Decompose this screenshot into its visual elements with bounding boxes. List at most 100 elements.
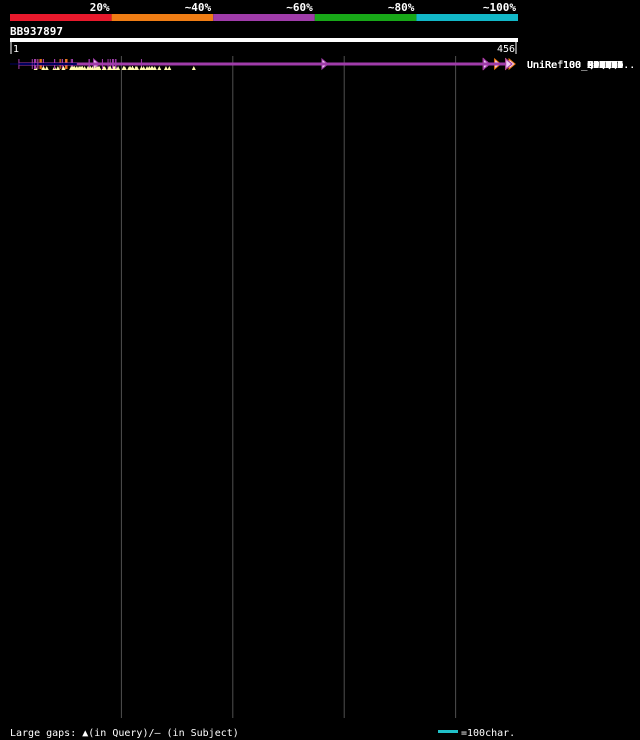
identity-legend: 20% ~40% ~60% ~80% ~100% [10,1,518,21]
hit-label[interactable]: UniRef100_P13983 [527,60,623,71]
hit-label[interactable]: UniRef100_C7LAD3 [527,60,623,71]
query-gap-marker [152,66,157,70]
legend-label: ~100% [483,1,516,14]
query-gap-marker [141,66,146,70]
hit-label[interactable]: UniRef100_C8YQU7 [527,60,623,71]
query-gap-marker [167,66,172,70]
hit-label[interactable]: UniRef100_A3KD22 [527,60,623,71]
legend-label: ~80% [388,1,415,14]
query-gap-marker [163,66,168,70]
hit-label[interactable]: UniRef100_A9P3B4 [527,60,623,71]
hit-label[interactable]: UniRef100_Q9XIL9 [527,60,623,71]
hit-label[interactable]: UniRef100_Q0PIW3 [527,60,623,71]
query-gap-marker [135,66,139,70]
hit-label[interactable]: UniRef100_A2I2P6 [527,60,623,71]
hit-label[interactable]: UniRef100_A9P3A8 [527,60,623,71]
hit-label[interactable]: UniRef100_B2AQT1 [527,60,623,71]
hit-label[interactable]: UniRef100_Q7XQY2 [527,60,623,71]
query-title: BB937897 [10,25,63,38]
query-gap-marker [157,66,162,70]
hit-label[interactable]: UniRef100_B9H5S2 [527,60,623,71]
hit-label[interactable]: UniRef100_Q9T0K5 [527,60,623,71]
hit-label[interactable]: UniRef100_B9Q1D7 [527,60,623,71]
hit-label[interactable]: UniRef100_Q0JDA0 [527,60,623,71]
hit-label[interactable]: UniRef100_Q4T334 [527,60,623,71]
hit-label[interactable]: UniRef100_C9J4Y2 [527,60,623,71]
gridlines [120,56,457,718]
hit-label[interactable]: UniRef100_O81765 [527,60,623,71]
hit-label[interactable]: UniRef100_A9P3B0 [527,60,623,71]
legend-label: 20% [90,1,110,14]
legend-segment [111,14,214,21]
hit-label[interactable]: UniRef100_C5XK46 [527,60,623,71]
hit-label[interactable]: UniRef100_Q7YU17 [527,60,623,71]
query-gap-marker [191,66,196,70]
hit-label[interactable]: UniRef100_UPI000.. [527,60,635,71]
hit-label[interactable]: UniRef100_UPI000.. [527,60,635,71]
hit-label[interactable]: UniRef100_A8MQW1 [527,60,623,71]
query-gap-marker [69,66,74,70]
hit-label[interactable]: UniRef100_Q40385 [527,60,623,71]
hit-label[interactable]: UniRef100_B6KLS9 [527,60,623,71]
hit-label[interactable]: UniRef100_UPI000.. [527,60,635,71]
hit-label[interactable]: UniRef100_A9P3B7 [527,60,623,71]
hit-label[interactable]: UniRef100_C4IYP5 [527,60,623,71]
query-gap-marker [107,66,112,70]
hit-label[interactable]: UniRef100_Q4A2B5 [527,60,623,71]
query-gap-marker [55,66,60,70]
hit-label[interactable]: UniRef100_B9HC98 [527,60,623,71]
hit-label[interactable]: UniRef100_Q948Y6 [527,60,623,71]
hit-label[interactable]: UniRef100_C5M7V9 [527,60,623,71]
hit-label[interactable]: UniRef100_UPI000.. [527,60,635,71]
hit-label[interactable]: UniRef100_UPI000.. [527,60,635,71]
query-bar [10,38,518,42]
hit-label[interactable]: UniRef100_UPI000.. [527,60,635,71]
legend-label: ~40% [185,1,212,14]
hit-label[interactable]: UniRef100_Q9LIE8 [527,60,623,71]
hit-label[interactable]: UniRef100_A9P3B9 [527,60,623,71]
query-gap-marker [130,66,135,70]
hit-label[interactable]: UniRef100_A3KD20 [527,60,623,71]
scale-text: =100char. [461,728,515,739]
hit-label[interactable]: UniRef100_Q2HV12 [527,60,623,71]
hit-label[interactable]: UniRef100_UPI000.. [527,60,635,71]
legend-label: ~60% [286,1,313,14]
query-gap-marker [44,66,49,70]
hit-label[interactable]: UniRef100_B9HIU4 [527,60,623,71]
query-gap-marker [121,66,126,70]
hit-rows: UniRef100_P13983UniRef100_B9Q1D7UniRef10… [10,57,635,71]
query-gap-marker [74,66,79,70]
hit-label[interactable]: UniRef100_B9MXQ3 [527,60,623,71]
hit-bar [37,62,506,66]
hit-label[interactable]: UniRef100_O15534 [527,60,623,71]
hit-label[interactable]: UniRef100_C5XMP4 [527,60,623,71]
hit-label[interactable]: UniRef100_B9HWP9 [527,60,623,71]
hit-label[interactable]: UniRef100_A2XD25 [527,60,623,71]
query-end-label: 456 [497,44,515,55]
footer: Large gaps: ▲(in Query)/– (in Subject) =… [10,728,515,739]
legend-segment [416,14,518,21]
hit-label[interactable]: UniRef100_B3M6C2 [527,60,623,71]
hit-label[interactable]: UniRef100_UPI000.. [527,60,635,71]
hit-label[interactable]: UniRef100_Q9FFW5 [527,60,623,71]
hit-label[interactable]: UniRef100_UPI000.. [527,60,635,71]
hit-label[interactable]: UniRef100_B4R7T8 [527,60,623,71]
legend-segment [10,14,112,21]
query-gap-marker [41,66,46,70]
scale-bar [438,730,458,733]
query-gap-marker [116,66,121,70]
hit-label[interactable]: UniRef100_UPI000.. [527,60,635,71]
hit-label[interactable]: UniRef100_Q9VWC6 [527,60,623,71]
gaps-legend-text: Large gaps: ▲(in Query)/– (in Subject) [10,728,239,739]
query-gap-marker [94,66,99,70]
hit-label[interactable]: UniRef100_Q9M6R7 [527,60,623,71]
hit-label[interactable]: UniRef100_B9QEP3 [527,60,623,71]
hit-gap [37,63,77,65]
hit-label[interactable]: UniRef100_UPI000.. [527,60,635,71]
hit-label[interactable]: UniRef100_A9P3A9 [527,60,623,71]
hit-label[interactable]: UniRef100_A8K4U6 [527,60,623,71]
query-gap-marker [149,66,154,70]
legend-segment [314,14,417,21]
query-gap-marker [88,66,93,70]
hit-label[interactable]: UniRef100_Q9SN46 [527,60,623,71]
